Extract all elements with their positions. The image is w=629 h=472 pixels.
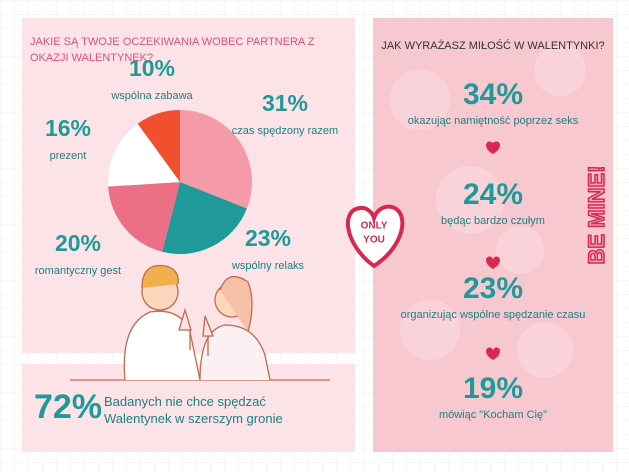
- rose-decor: [390, 44, 586, 378]
- stat-percent: 23%: [462, 272, 524, 305]
- stat-label: organizując wspólne spędzanie czasu: [400, 309, 586, 321]
- sticker-text: YOU: [363, 235, 385, 246]
- stat-label: mówiąc "Kocham Cię": [438, 409, 548, 421]
- slice-label: prezent: [50, 150, 87, 162]
- pie-slice: [162, 182, 247, 254]
- stat-label: okazując namiętność poprzez seks: [407, 115, 579, 127]
- heart-dividers: [486, 141, 500, 360]
- slice-percent: 20%: [55, 230, 101, 256]
- side-text: BE MINE!: [584, 166, 609, 265]
- chart-title: JAKIE SĄ TWOJE OCZEKIWANIA WOBEC PARTNER…: [30, 36, 315, 64]
- slice-percent: 31%: [262, 90, 308, 116]
- couple-illustration: [70, 264, 330, 381]
- slice-label: romantyczny gest: [35, 265, 121, 277]
- right-title: JAK WYRAŻASZ MIŁOŚĆ W WALENTYNKI?: [381, 40, 605, 52]
- stat-percent: 34%: [462, 78, 524, 111]
- pie-slice: [108, 123, 180, 187]
- stat-label: będąc bardzo czułym: [441, 215, 545, 227]
- slice-label: czas spędzony razem: [232, 125, 338, 137]
- slice-percent: 23%: [245, 225, 291, 251]
- slice-label: wspólna zabawa: [110, 90, 193, 102]
- slice-percent: 16%: [45, 115, 91, 141]
- pie-slice: [180, 110, 252, 209]
- slice-percent: 10%: [129, 55, 175, 81]
- slice-label: wspólny relaks: [231, 260, 305, 272]
- pie-slice: [137, 110, 180, 182]
- summary-text: Badanych nie chce spędzać Walentynek w s…: [104, 394, 283, 426]
- sticker-text: ONLY: [361, 221, 388, 232]
- stat-percent: 19%: [462, 372, 524, 405]
- sticker-heart: [345, 204, 405, 269]
- summary-percent: 72%: [34, 388, 103, 426]
- pie-slice: [108, 182, 180, 252]
- stat-percent: 24%: [462, 178, 524, 211]
